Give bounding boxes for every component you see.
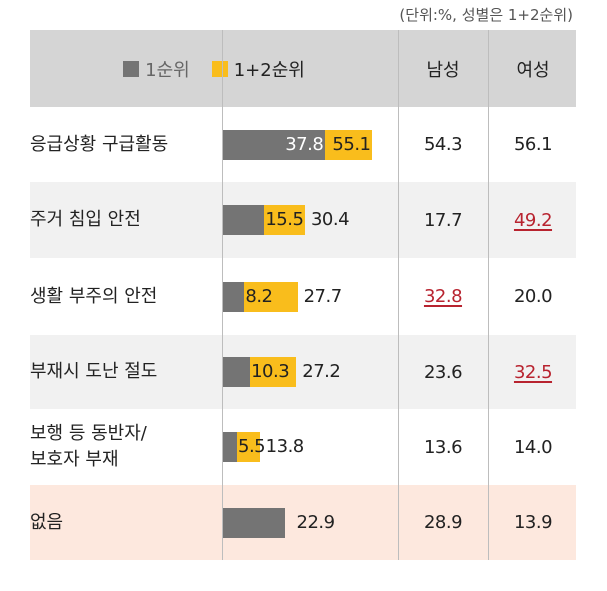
- bar-area: 15.5 30.4: [222, 182, 398, 258]
- table-row: 부재시 도난 절도 10.3 27.2 23.6 32.5: [30, 335, 576, 409]
- col-head-female: 여성: [516, 59, 550, 81]
- unit-note: (단위:%, 성별은 1+2순위): [399, 6, 573, 24]
- bar-label-rank1: 10.3: [251, 361, 290, 382]
- bar-area: 22.9: [222, 485, 398, 560]
- bar-rank1: [222, 281, 245, 312]
- female-value: 14.0: [513, 436, 553, 458]
- row-label: 생활 부주의 안전: [30, 285, 158, 307]
- female-value: 20.0: [513, 286, 553, 307]
- legend: 1순위 1+2순위: [30, 30, 398, 107]
- legend-item-rank12: 1+2순위: [211, 56, 305, 82]
- bar-rank1: [222, 129, 326, 160]
- bar-area: 37.8 55.1: [222, 107, 398, 182]
- legend-label-rank12: 1+2순위: [233, 59, 305, 81]
- divider-male: [398, 30, 399, 560]
- bar-label-rank12: 27.2: [302, 361, 341, 382]
- bar-area: 10.3 27.2: [222, 335, 398, 409]
- bar-rank1: [222, 507, 285, 538]
- bar-label-rank1: 22.9: [296, 511, 336, 533]
- bar-area: 8.2 27.7: [222, 258, 398, 335]
- female-value: 32.5: [513, 361, 553, 383]
- bar-label-rank12: 55.1: [332, 133, 371, 155]
- bar-label-rank12: 13.8: [265, 436, 305, 457]
- bar-rank1: [222, 432, 237, 462]
- bar-label-rank1: 15.5: [265, 209, 304, 230]
- table-row: 생활 부주의 안전 8.2 27.7 32.8 20.0: [30, 258, 576, 335]
- male-value: 28.9: [423, 512, 463, 533]
- bar-area: 5.5 13.8: [222, 409, 398, 485]
- table-row: 없음 22.9 28.9 13.9: [30, 485, 576, 560]
- bar-label-rank12: 27.7: [303, 285, 343, 307]
- table-row: 주거 침입 안전 15.5 30.4 17.7 49.2: [30, 182, 576, 258]
- male-value: 32.8: [423, 286, 463, 307]
- bar-label-rank1: 8.2: [245, 285, 273, 307]
- divider-bar-start: [222, 30, 223, 560]
- table-row: 응급상황 구급활동 37.8 55.1 54.3 56.1: [30, 107, 576, 182]
- row-label: 주거 침입 안전: [30, 209, 141, 230]
- col-head-male: 남성: [426, 59, 460, 81]
- bar-label-rank1: 37.8: [285, 133, 324, 155]
- female-value: 13.9: [513, 512, 553, 533]
- bar-rank1: [222, 357, 251, 387]
- divider-female: [488, 30, 489, 560]
- legend-label-rank1: 1순위: [145, 59, 190, 81]
- legend-swatch-rank1: [123, 60, 140, 77]
- male-value: 23.6: [423, 361, 463, 383]
- bar-label-rank12: 30.4: [310, 209, 350, 230]
- bar-rank1: [222, 205, 265, 235]
- row-label: 부재시 도난 절도: [30, 361, 158, 382]
- row-label: 응급상황 구급활동: [30, 133, 169, 155]
- male-value: 54.3: [423, 134, 463, 155]
- female-value: 49.2: [513, 209, 553, 231]
- table-header: 1순위 1+2순위 남성 여성: [30, 30, 576, 107]
- female-value: 56.1: [513, 134, 553, 155]
- row-label: 보행 등 동반자/ 보호자 부재: [30, 423, 147, 470]
- male-value: 17.7: [423, 209, 463, 231]
- row-label: 없음: [30, 511, 64, 533]
- bar-label-rank1: 5.5: [238, 436, 266, 457]
- legend-item-rank1: 1순위: [123, 56, 190, 82]
- legend-swatch-rank12: [211, 60, 228, 77]
- table-row: 보행 등 동반자/ 보호자 부재 5.5 13.8 13.6 14.0: [30, 409, 576, 485]
- male-value: 13.6: [423, 436, 463, 458]
- data-table: 1순위 1+2순위 남성 여성 응급상황 구급활동 37.8 55.1 54.3 56.…: [30, 30, 576, 560]
